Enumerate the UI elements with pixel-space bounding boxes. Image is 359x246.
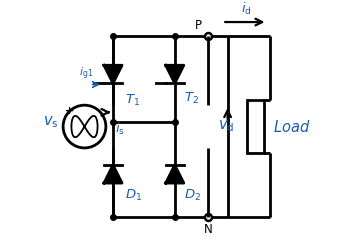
Text: $T_{\mathsf{2}}$: $T_{\mathsf{2}}$	[184, 91, 199, 106]
Polygon shape	[104, 165, 122, 183]
Text: $D_{\mathsf{2}}$: $D_{\mathsf{2}}$	[184, 188, 201, 203]
Text: $v_{\mathsf{s}}$: $v_{\mathsf{s}}$	[43, 114, 59, 130]
Text: $\mathit{Load}$: $\mathit{Load}$	[273, 119, 311, 135]
Text: N: N	[204, 223, 213, 236]
Text: $v_{\mathsf{d}}$: $v_{\mathsf{d}}$	[218, 119, 234, 134]
Text: P: P	[195, 19, 202, 32]
Text: $T_{\mathsf{1}}$: $T_{\mathsf{1}}$	[125, 93, 140, 108]
Bar	[247, 100, 264, 153]
Text: $D_{\mathsf{1}}$: $D_{\mathsf{1}}$	[125, 188, 142, 203]
Polygon shape	[166, 165, 184, 183]
Polygon shape	[166, 65, 184, 83]
Text: +: +	[64, 106, 74, 116]
Text: $i_{\mathsf{g1}}$: $i_{\mathsf{g1}}$	[79, 66, 93, 82]
Polygon shape	[104, 65, 122, 83]
Text: $i_{\mathsf{s}}$: $i_{\mathsf{s}}$	[115, 121, 125, 137]
Text: $i_{\mathsf{d}}$: $i_{\mathsf{d}}$	[241, 1, 251, 17]
